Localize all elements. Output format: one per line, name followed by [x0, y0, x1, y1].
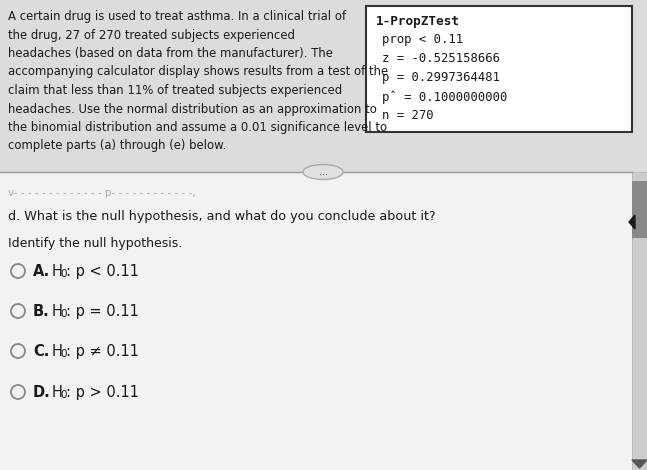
Polygon shape: [629, 215, 635, 229]
Text: : p = 0.11: : p = 0.11: [66, 304, 139, 319]
Polygon shape: [632, 460, 647, 468]
FancyBboxPatch shape: [632, 181, 647, 238]
Text: n = 270: n = 270: [382, 109, 433, 122]
Text: D.: D.: [33, 385, 50, 400]
Text: H: H: [52, 385, 63, 400]
Text: z = -0.525158666: z = -0.525158666: [382, 52, 500, 65]
Text: 0: 0: [60, 390, 67, 400]
Text: : p ≠ 0.11: : p ≠ 0.11: [66, 344, 139, 359]
Text: H: H: [52, 264, 63, 279]
Text: 0: 0: [60, 349, 67, 359]
Text: p̂ = 0.1000000000: p̂ = 0.1000000000: [382, 90, 507, 103]
Text: H: H: [52, 304, 63, 319]
Text: B.: B.: [33, 304, 50, 319]
Text: : p > 0.11: : p > 0.11: [66, 385, 139, 400]
Text: 0: 0: [60, 309, 67, 319]
Text: d. What is the null hypothesis, and what do you conclude about it?: d. What is the null hypothesis, and what…: [8, 210, 435, 223]
FancyBboxPatch shape: [0, 172, 647, 470]
Text: A certain drug is used to treat asthma. In a clinical trial of
the drug, 27 of 2: A certain drug is used to treat asthma. …: [8, 10, 388, 152]
Text: : p < 0.11: : p < 0.11: [66, 264, 139, 279]
Text: Identify the null hypothesis.: Identify the null hypothesis.: [8, 237, 182, 250]
Text: 0: 0: [60, 269, 67, 279]
Text: v- - - - - - - - - - - - - p- - - - - - - - - - - -,: v- - - - - - - - - - - - - p- - - - - - …: [8, 188, 195, 198]
Ellipse shape: [303, 164, 343, 180]
Text: A.: A.: [33, 264, 50, 279]
Text: ...: ...: [318, 167, 327, 177]
Text: p = 0.2997364481: p = 0.2997364481: [382, 71, 500, 84]
Text: prop < 0.11: prop < 0.11: [382, 33, 463, 46]
Text: H: H: [52, 344, 63, 359]
FancyBboxPatch shape: [632, 172, 647, 470]
Text: C.: C.: [33, 344, 49, 359]
FancyBboxPatch shape: [366, 6, 632, 132]
Text: 1-PropZTest: 1-PropZTest: [376, 15, 460, 28]
FancyBboxPatch shape: [0, 0, 647, 172]
